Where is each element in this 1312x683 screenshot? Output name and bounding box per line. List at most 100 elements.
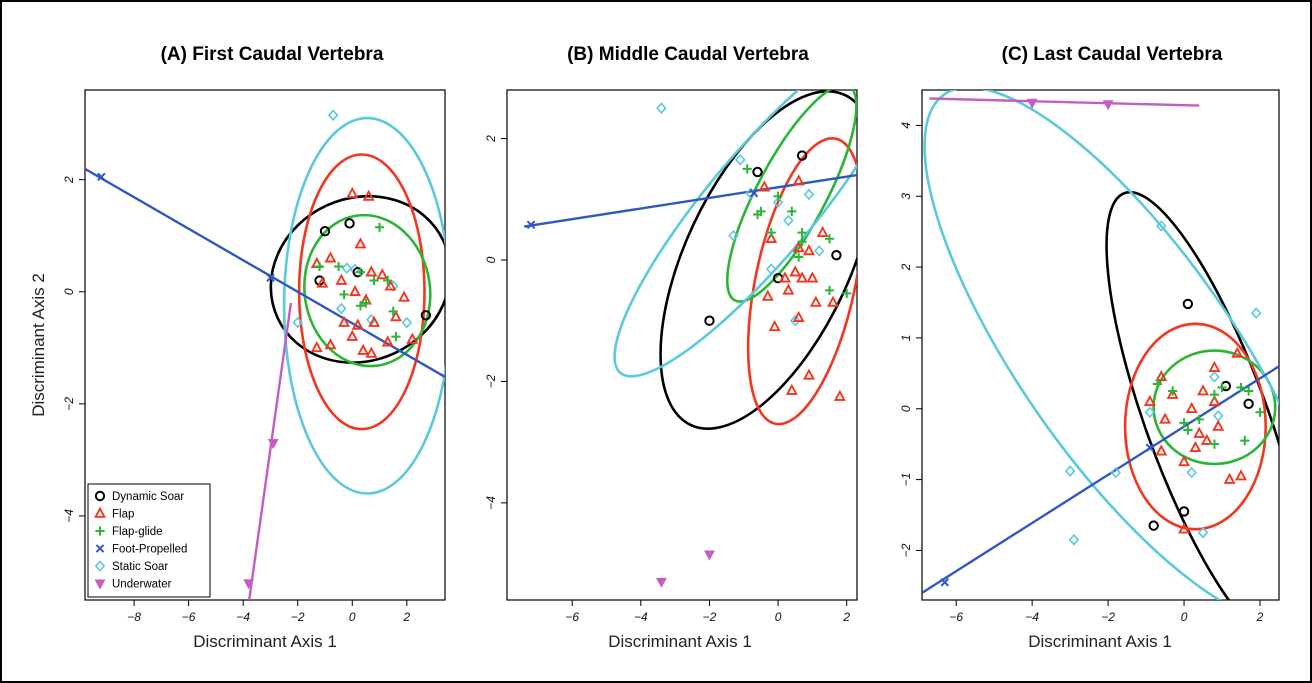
point-dynamic-soar (796, 150, 808, 161)
point-flap (789, 265, 802, 277)
point-flap-glide (794, 252, 804, 262)
point-static-soar (656, 102, 667, 115)
legend-label-static-soar: Static Soar (112, 561, 168, 573)
point-static-soar (803, 188, 815, 201)
point-flap-glide (1244, 386, 1254, 396)
point-flap-glide (773, 191, 783, 201)
ellipse-flap-glide (1152, 349, 1277, 466)
point-flap (1178, 522, 1191, 534)
panel-c-y-ticks: −2 −1 0 1 2 3 4 (899, 122, 922, 557)
point-flap (376, 268, 389, 280)
y-tick-label: 0 (62, 288, 76, 295)
point-dynamic-soar (831, 249, 842, 261)
point-flap (778, 271, 791, 283)
point-underwater (1026, 98, 1038, 109)
point-flap (398, 290, 411, 302)
panel-c-plot-area (921, 89, 1280, 601)
y-tick-label: 2 (484, 135, 498, 143)
point-flap-glide (391, 331, 401, 342)
point-foot-propelled (97, 172, 106, 182)
point-flap (1155, 370, 1168, 382)
point-dynamic-soar (1243, 398, 1254, 409)
x-tick-label: −2 (703, 610, 717, 624)
x-tick-label: 0 (349, 610, 356, 624)
legend-label-dynamic-soar: Dynamic Soar (112, 491, 184, 503)
panel-b-x-ticks: −6 −4 −2 0 2 (565, 600, 850, 624)
panel-b: (B) Middle Caudal Vertebra −6 −4 −2 0 2 −4 −2… (484, 44, 858, 651)
x-tick-label: −4 (634, 610, 648, 624)
point-foot-propelled (940, 578, 950, 587)
point-flap-glide (361, 298, 371, 308)
point-flap (1200, 433, 1213, 445)
ellipse-flap-glide (303, 213, 432, 368)
point-flap-glide (797, 228, 807, 238)
ellipse-dynamic-soar (1105, 190, 1279, 600)
point-dynamic-soar (704, 315, 715, 326)
point-flap-glide (388, 306, 398, 316)
point-flap (368, 315, 381, 327)
point-dynamic-soar (1178, 506, 1190, 517)
point-flap (338, 315, 351, 327)
point-static-soar (1110, 466, 1121, 479)
point-static-soar (789, 314, 801, 327)
point-flap-glide (383, 275, 393, 286)
y-tick-label: 0 (899, 405, 913, 412)
point-flap (1223, 472, 1236, 484)
panel-c-title: (C) Last Caudal Vertebra (1002, 44, 1223, 65)
point-flap-glide (842, 288, 852, 299)
legend-entries: Dynamic Soar Flap Flap-glide Foot-Propelled… (93, 490, 187, 591)
legend-label-flap: Flap (112, 509, 134, 521)
point-underwater (704, 550, 715, 561)
point-flap-glide (752, 209, 763, 220)
point-static-soar (1209, 371, 1220, 383)
point-flap (357, 343, 370, 355)
legend-marker-static-soar (94, 560, 106, 572)
y-tick-label: 4 (899, 122, 913, 129)
legend-marker-foot-propelled (95, 544, 105, 553)
x-tick-label: −8 (127, 610, 141, 624)
line-foot-propelled (922, 365, 1279, 594)
x-tick-label: −2 (291, 610, 305, 624)
point-flap (1159, 412, 1172, 424)
point-flap (792, 310, 805, 322)
y-tick-label: 2 (899, 263, 913, 271)
y-tick-label: −1 (899, 473, 913, 487)
y-tick-label: 0 (484, 256, 498, 263)
panel-a-y-axis-label: Discriminant Axis 2 (29, 273, 48, 417)
point-foot-propelled (266, 273, 275, 283)
point-flap (802, 244, 815, 256)
point-static-soar (401, 316, 413, 329)
point-flap (1235, 469, 1248, 481)
point-static-soar (1186, 466, 1197, 479)
legend-marker-dynamic-soar (94, 490, 106, 502)
panel-a-x-axis-label: Discriminant Axis 1 (193, 632, 337, 651)
point-flap-glide (766, 228, 776, 238)
panel-c: (C) Last Caudal Vertebra −6 −4 −2 0 2 −2 −1 0 1… (899, 44, 1280, 651)
line-underwater (929, 97, 1200, 107)
point-flap (792, 241, 805, 253)
legend-label-underwater: Underwater (112, 579, 172, 591)
point-flap-glide (355, 267, 366, 277)
point-static-soar (1144, 406, 1156, 419)
point-foot-propelled (526, 220, 536, 230)
panel-a-title: (A) First Caudal Vertebra (161, 44, 384, 65)
point-static-soar (341, 262, 353, 275)
point-flap-glide (1255, 407, 1265, 417)
point-flap (826, 295, 839, 307)
point-dynamic-soar (1148, 520, 1159, 531)
point-flap (381, 335, 394, 347)
x-tick-label: 0 (1181, 610, 1188, 624)
point-flap (809, 295, 822, 307)
y-tick-label: −2 (62, 397, 76, 411)
point-static-soar (765, 263, 777, 275)
panel-a-plot-area (84, 89, 446, 601)
ellipse-dynamic-soar (269, 194, 445, 364)
legend-box (87, 483, 211, 598)
point-static-soar (336, 302, 347, 315)
point-flap (1212, 419, 1225, 431)
point-static-soar (387, 280, 399, 292)
point-static-soar (1155, 220, 1167, 232)
point-flap (354, 237, 367, 249)
point-flap (833, 389, 846, 401)
